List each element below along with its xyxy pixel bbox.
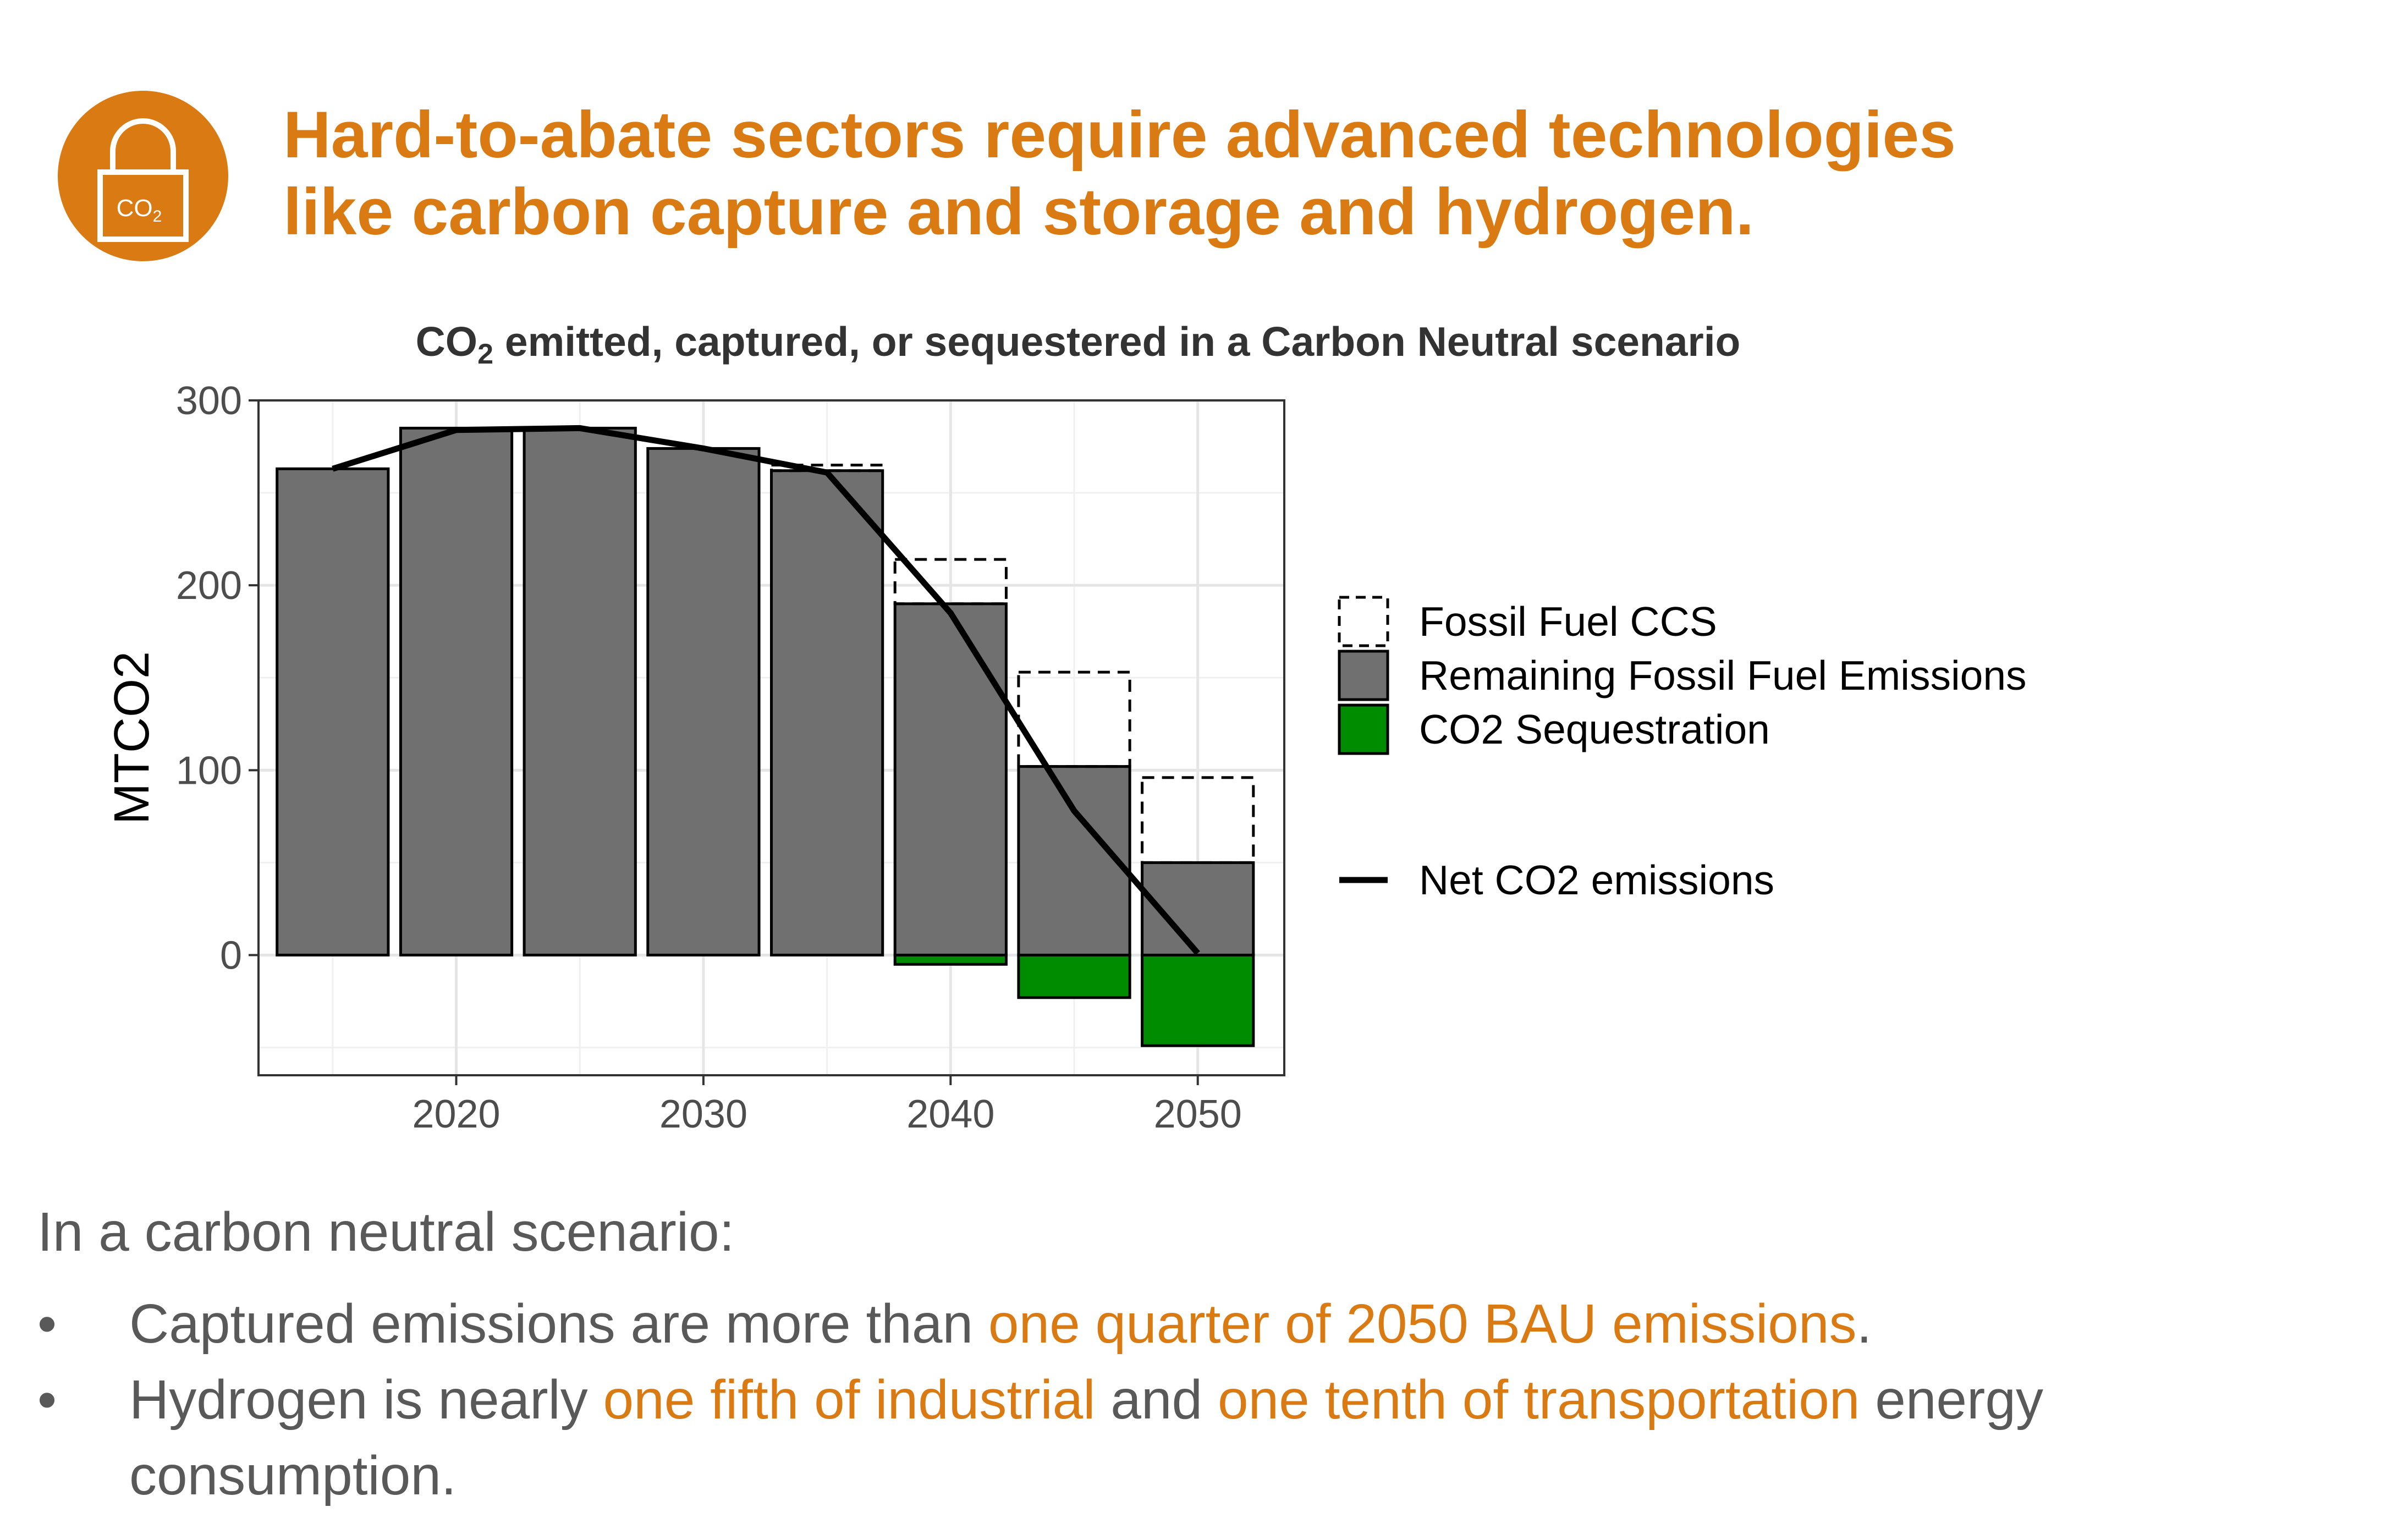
chart-title-subscript: 2: [477, 338, 494, 370]
legend-key-remaining-fossil-fuel-emissions: [1338, 650, 1389, 701]
net-emissions-line: [332, 425, 1200, 955]
bullet-2-text: Hydrogen is nearly: [129, 1369, 603, 1431]
intro-text: In a carbon neutral scenario:: [37, 1201, 735, 1263]
y-tick-label: 300: [176, 379, 242, 423]
chart-title-main: CO: [415, 318, 478, 365]
y-tick-label: 200: [176, 564, 242, 608]
page-title: Hard-to-abate sectors require advanced t…: [283, 96, 2263, 250]
bar-sequestration-2040: [893, 953, 1008, 966]
bar-remaining-2015: [276, 467, 390, 956]
bullet-2-highlight-1: one fifth of industrial: [603, 1369, 1096, 1431]
legend-label: Remaining Fossil Fuel Emissions: [1419, 652, 2027, 698]
chart: 0 100 200 300 2020 2030 2040 2050 MTCO2 Fossil Fu…: [105, 379, 2027, 1136]
plot-panel-border: [257, 399, 1285, 1076]
legend-label: CO2 Sequestration: [1419, 706, 1770, 752]
bullet-2-end: energy consumption.: [129, 1369, 2043, 1506]
bullet-1-end: .: [1856, 1293, 1872, 1355]
y-tick-label: 100: [176, 749, 242, 793]
bar-remaining-2020: [399, 426, 514, 956]
body-text: In a carbon neutral scenario: • Captured…: [37, 1199, 2347, 1514]
legend-label: Fossil Fuel CCS: [1419, 598, 1717, 645]
title-line-2: like carbon capture and storage and hydr…: [283, 175, 1754, 249]
bullet-marker: •: [37, 1293, 57, 1355]
y-tick-label: 0: [220, 933, 242, 977]
chart-title-rest: emitted, captured, or sequestered in a C…: [493, 318, 1741, 365]
legend-key-fossil-fuel-ccs: [1338, 596, 1389, 647]
bar-sequestration-2045: [1017, 953, 1131, 999]
bar-remaining-2040: [893, 602, 1008, 956]
bar-remaining-2045: [1017, 765, 1131, 956]
bullet-marker: •: [37, 1369, 57, 1431]
bar-sequestration-2050: [1141, 953, 1255, 1047]
x-tick-label: 2040: [906, 1092, 994, 1136]
x-tick-label: 2020: [412, 1092, 500, 1136]
y-axis-label: MTCO2: [105, 651, 160, 824]
lock-icon: CO2: [58, 91, 228, 261]
bar-ccs-2040: [893, 558, 1008, 606]
bar-remaining-2025: [523, 426, 637, 956]
bar-remaining-2030: [646, 447, 761, 956]
bullet-item-2: • Hydrogen is nearly one fifth of indust…: [37, 1362, 2347, 1514]
title-line-1: Hard-to-abate sectors require advanced t…: [283, 98, 1956, 172]
bar-remaining-2035: [770, 469, 884, 956]
x-tick-label: 2030: [659, 1092, 747, 1136]
bullet-item-1: • Captured emissions are more than one q…: [37, 1286, 2347, 1362]
bullet-1-highlight: one quarter of 2050 BAU emissions: [988, 1293, 1857, 1355]
bullet-2-mid: and: [1095, 1369, 1218, 1431]
co2-lock-icon: CO2: [58, 91, 228, 261]
bullet-1-text: Captured emissions are more than: [129, 1293, 988, 1355]
x-tick-label: 2050: [1154, 1092, 1242, 1136]
bullet-2-highlight-2: one tenth of transportation: [1217, 1369, 1860, 1431]
legend-label: Net CO2 emissions: [1419, 857, 1774, 903]
chart-title: CO2 emitted, captured, or sequestered in…: [253, 318, 1903, 371]
legend-key-co2-sequestration: [1338, 703, 1389, 755]
